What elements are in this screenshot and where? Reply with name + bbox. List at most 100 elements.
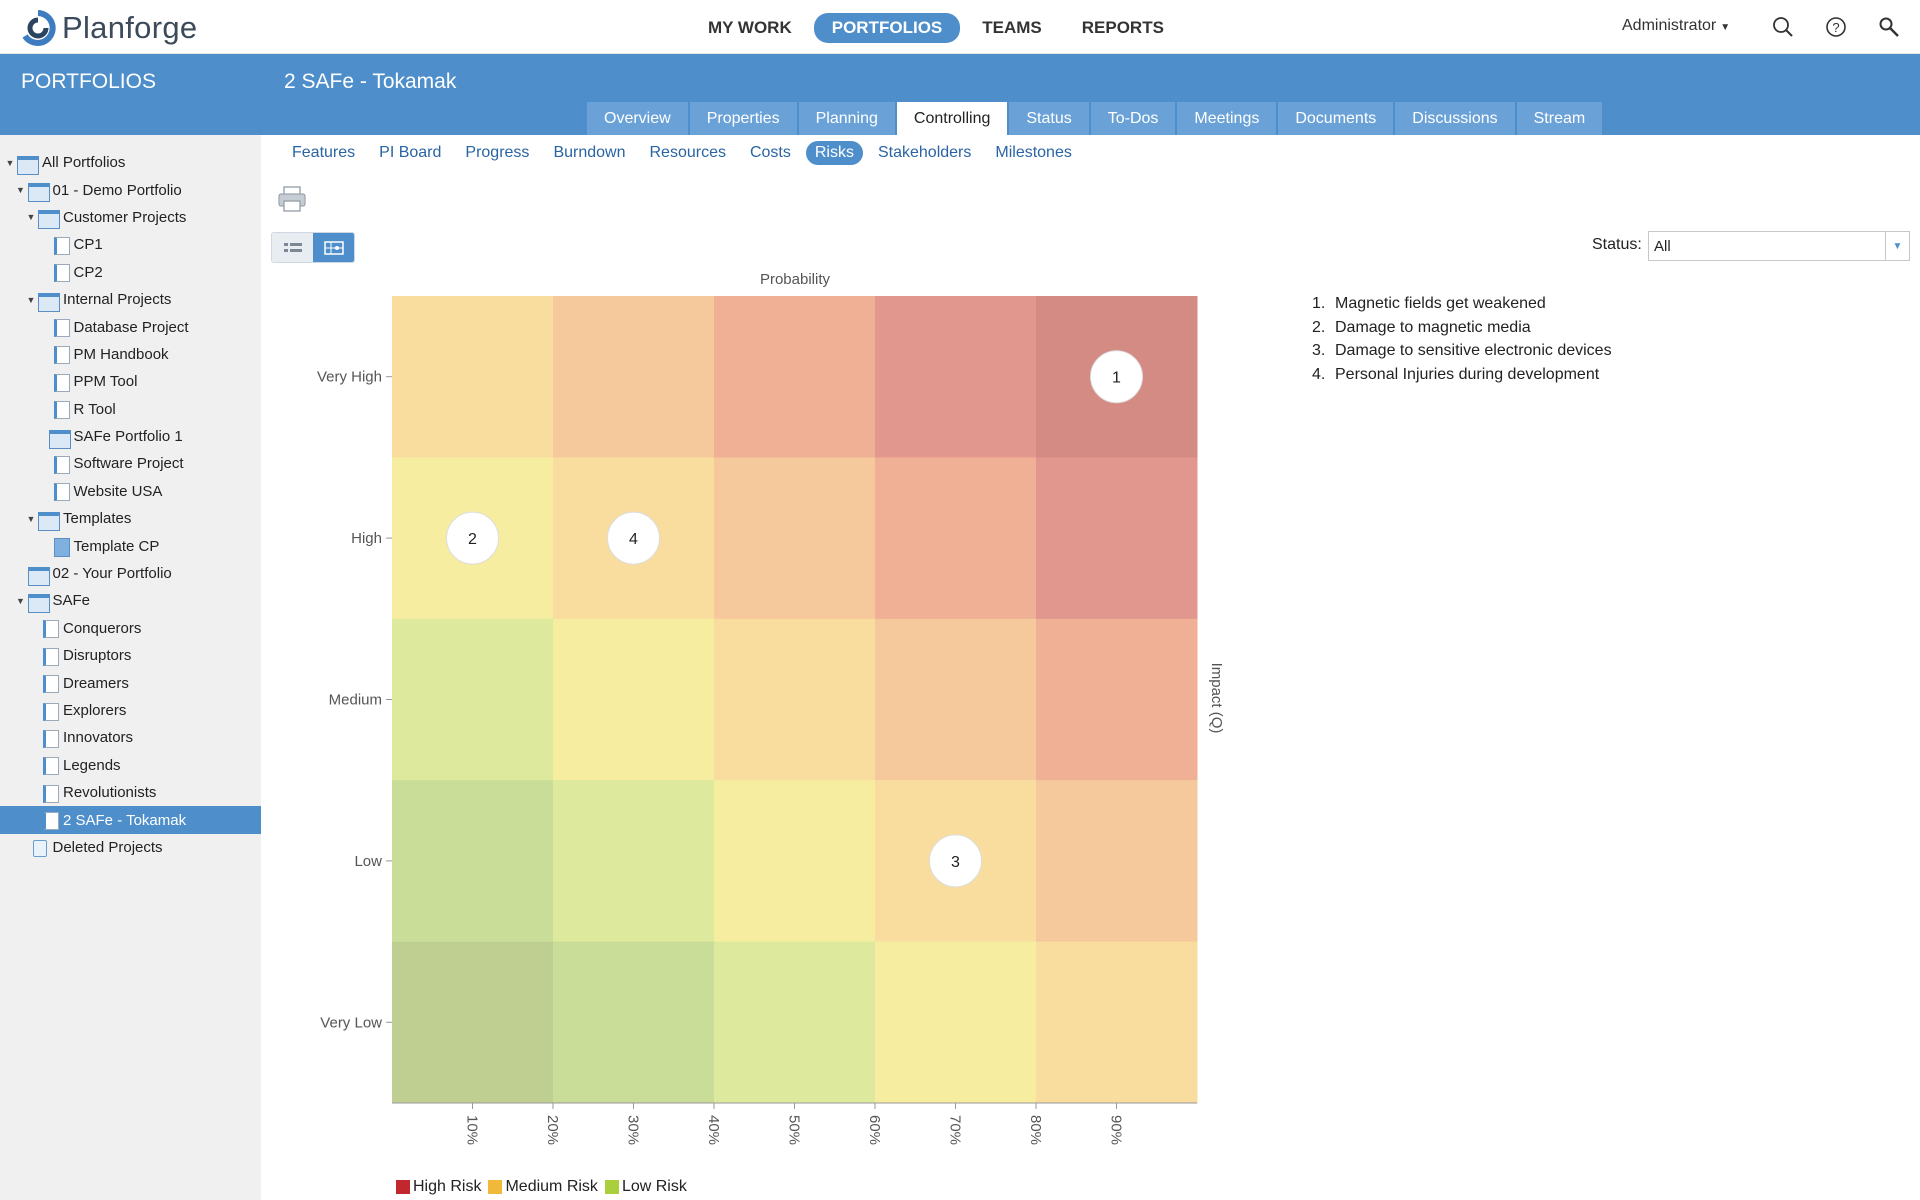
project-icon: [37, 729, 59, 748]
tree-node-label: Conquerors: [63, 619, 142, 637]
tab-properties[interactable]: Properties: [689, 102, 797, 135]
tree-node[interactable]: PPM Tool: [0, 368, 261, 395]
risk-number: 1.: [1312, 295, 1326, 312]
subtab-stakeholders[interactable]: Stakeholders: [877, 144, 972, 161]
legend-item: Low Risk: [604, 1178, 687, 1196]
tree-node-label: Disruptors: [63, 647, 132, 665]
list-view-button[interactable]: [272, 233, 313, 262]
tree-node[interactable]: Revolutionists: [0, 779, 261, 806]
risk-marker[interactable]: 4: [607, 511, 660, 565]
tab-status[interactable]: Status: [1009, 102, 1089, 135]
portfolio-icon: [27, 593, 50, 613]
tree-node-label: All Portfolios: [42, 154, 126, 172]
matrix-cell: [714, 296, 876, 458]
tree-node[interactable]: ▼ Internal Projects: [0, 286, 261, 313]
status-filter-select[interactable]: All ▼: [1648, 231, 1910, 261]
matrix-cell: [1036, 941, 1198, 1104]
subtab-resources[interactable]: Resources: [649, 144, 726, 161]
tree-node[interactable]: ▼ 01 - Demo Portfolio: [0, 176, 261, 203]
x-tick-label: 90%: [1108, 1115, 1125, 1145]
wrench-icon[interactable]: [1878, 16, 1900, 38]
help-icon[interactable]: ?: [1825, 16, 1847, 38]
tab-to-dos[interactable]: To-Dos: [1090, 102, 1176, 135]
risk-marker[interactable]: 1: [1090, 350, 1143, 404]
tree-node[interactable]: ▼ SAFe: [0, 587, 261, 614]
matrix-cell: [392, 457, 554, 620]
tree-node[interactable]: ▼ All Portfolios: [0, 149, 261, 176]
tree-node-label: PM Handbook: [73, 345, 169, 363]
tree-node-label: SAFe Portfolio 1: [73, 428, 183, 446]
subtab-burndown[interactable]: Burndown: [553, 144, 626, 161]
matrix-cell: [714, 941, 876, 1104]
risk-marker[interactable]: 3: [929, 834, 982, 888]
expand-triangle-icon[interactable]: ▼: [16, 185, 25, 196]
nav-item-teams[interactable]: TEAMS: [982, 18, 1042, 37]
tab-meetings[interactable]: Meetings: [1177, 102, 1277, 135]
user-menu[interactable]: Administrator ▼: [1622, 17, 1730, 35]
tree-node[interactable]: 2 SAFe - Tokamak: [0, 806, 261, 834]
tree-node[interactable]: ▼ Templates: [0, 505, 261, 532]
tree-node[interactable]: Software Project: [0, 450, 261, 477]
legend-label: Medium Risk: [505, 1178, 598, 1195]
risk-list: 1. Magnetic fields get weakened 2. Damage t…: [1312, 295, 1612, 389]
sidebar-title: PORTFOLIOS: [0, 54, 261, 135]
tree-node[interactable]: SAFe Portfolio 1: [0, 423, 261, 450]
tree-node[interactable]: ▼ Customer Projects: [0, 204, 261, 231]
app-logo[interactable]: Planforge: [20, 8, 197, 48]
subtab-milestones[interactable]: Milestones: [995, 144, 1072, 161]
tree-node[interactable]: Explorers: [0, 697, 261, 724]
portfolio-icon: [37, 511, 60, 531]
tree-node[interactable]: Website USA: [0, 478, 261, 505]
tree-node[interactable]: Innovators: [0, 724, 261, 751]
tree-node[interactable]: R Tool: [0, 396, 261, 423]
sidebar: PORTFOLIOS ▼ All Portfolios ▼ 01 - Demo Por…: [0, 54, 261, 1200]
nav-item-portfolios[interactable]: PORTFOLIOS: [813, 13, 961, 43]
y-tick-label: High: [351, 530, 382, 547]
nav-item-my-work[interactable]: MY WORK: [708, 18, 792, 37]
tree-node[interactable]: CP1: [0, 231, 261, 258]
tab-controlling[interactable]: Controlling: [896, 102, 1008, 135]
legend-swatch: [488, 1180, 503, 1194]
portfolio-icon: [27, 566, 50, 586]
tree-node[interactable]: Conquerors: [0, 615, 261, 642]
expand-triangle-icon[interactable]: ▼: [16, 595, 25, 606]
project-icon: [37, 812, 59, 831]
tab-planning[interactable]: Planning: [798, 102, 895, 135]
x-tick-label: 60%: [866, 1115, 883, 1145]
expand-triangle-icon[interactable]: ▼: [26, 513, 36, 524]
subtab-risks[interactable]: Risks: [805, 141, 863, 165]
expand-triangle-icon[interactable]: ▼: [26, 212, 36, 223]
tree-node[interactable]: 02 - Your Portfolio: [0, 560, 261, 587]
tree-node[interactable]: Database Project: [0, 313, 261, 340]
tree-node[interactable]: CP2: [0, 259, 261, 286]
tree-node[interactable]: Deleted Projects: [0, 834, 261, 861]
nav-item-reports[interactable]: REPORTS: [1081, 18, 1164, 37]
tree-node-label: Customer Projects: [63, 208, 187, 226]
tab-stream[interactable]: Stream: [1516, 102, 1603, 135]
tab-discussions[interactable]: Discussions: [1395, 102, 1515, 135]
project-icon: [37, 784, 59, 803]
tree-node[interactable]: Template CP: [0, 532, 261, 559]
matrix-view-button[interactable]: [313, 233, 354, 262]
subtab-costs[interactable]: Costs: [749, 144, 791, 161]
expand-triangle-icon[interactable]: ▼: [26, 294, 36, 305]
tree-node[interactable]: Dreamers: [0, 669, 261, 696]
matrix-cell: [875, 457, 1037, 620]
tab-overview[interactable]: Overview: [587, 102, 688, 135]
tab-documents[interactable]: Documents: [1278, 102, 1394, 135]
print-icon[interactable]: [277, 185, 307, 213]
risk-marker-label: 1: [1112, 370, 1121, 387]
tree-node[interactable]: PM Handbook: [0, 341, 261, 368]
y-tick-label: Very Low: [320, 1014, 382, 1031]
expand-triangle-icon[interactable]: ▼: [5, 157, 15, 168]
matrix-cell: [714, 780, 876, 943]
search-icon[interactable]: [1772, 16, 1794, 38]
tree-node-label: Revolutionists: [63, 784, 157, 802]
subtab-features[interactable]: Features: [292, 144, 356, 161]
subtab-progress[interactable]: Progress: [465, 144, 530, 161]
tree-node[interactable]: Legends: [0, 752, 261, 779]
tree-node[interactable]: Disruptors: [0, 642, 261, 669]
risk-marker[interactable]: 2: [446, 511, 499, 565]
subtab-pi-board[interactable]: PI Board: [379, 144, 442, 161]
